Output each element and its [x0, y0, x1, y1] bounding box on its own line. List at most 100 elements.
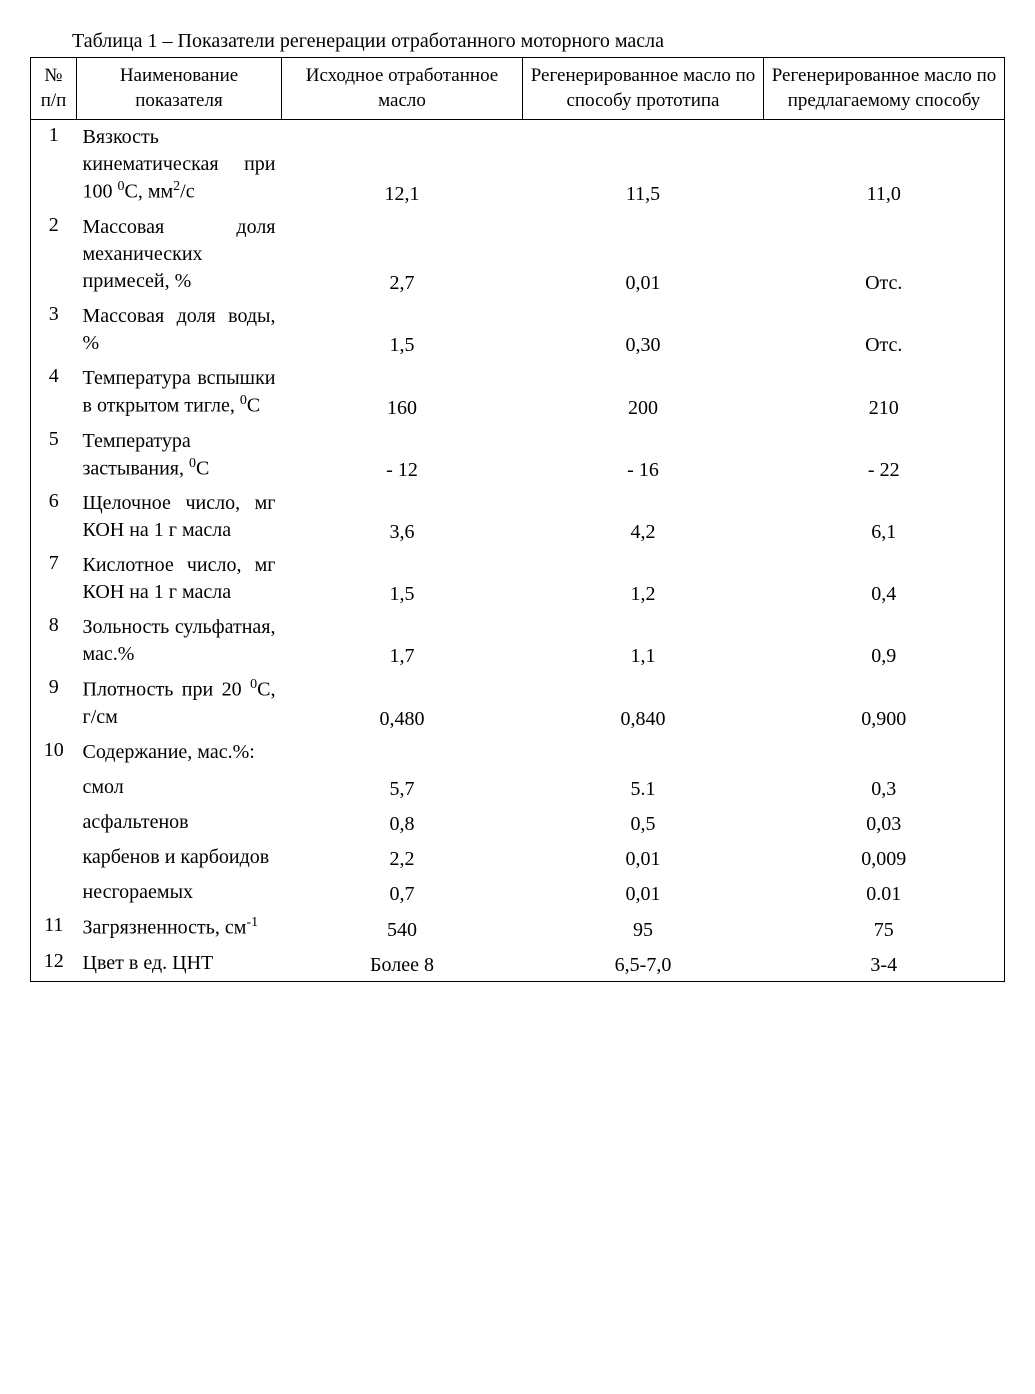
- cell-value: Отс.: [764, 210, 1005, 299]
- cell-value: 0,8: [282, 805, 523, 840]
- table-row: 8Зольность сульфатная, мас.%1,71,10,9: [31, 610, 1005, 672]
- cell-name: Щелочное число, мг КОН на 1 г масла: [77, 486, 282, 548]
- cell-value: 0,3: [764, 770, 1005, 805]
- cell-value: 2,7: [282, 210, 523, 299]
- cell-num: 4: [31, 361, 77, 424]
- cell-value: 11,0: [764, 120, 1005, 210]
- cell-value: 1,7: [282, 610, 523, 672]
- table-caption: Таблица 1 – Показатели регенерации отраб…: [30, 30, 1005, 53]
- cell-value: 0,5: [523, 805, 764, 840]
- cell-name: Содержание, мас.%:: [77, 735, 282, 770]
- cell-name: Зольность сульфатная, мас.%: [77, 610, 282, 672]
- cell-num: 12: [31, 946, 77, 982]
- cell-value: 11,5: [523, 120, 764, 210]
- cell-value: - 16: [523, 424, 764, 487]
- cell-value: 210: [764, 361, 1005, 424]
- cell-value: 160: [282, 361, 523, 424]
- cell-value: 12,1: [282, 120, 523, 210]
- cell-value: 0,900: [764, 672, 1005, 735]
- cell-value: 0,03: [764, 805, 1005, 840]
- cell-name: Массовая доля механических примесей, %: [77, 210, 282, 299]
- cell-num: 9: [31, 672, 77, 735]
- cell-name: Температура вспышки в открытом тигле, 0С: [77, 361, 282, 424]
- cell-num: 10: [31, 735, 77, 770]
- table-row: 6Щелочное число, мг КОН на 1 г масла3,64…: [31, 486, 1005, 548]
- cell-value: 3,6: [282, 486, 523, 548]
- cell-num: 11: [31, 910, 77, 946]
- cell-num: [31, 805, 77, 840]
- cell-value: 6,5-7,0: [523, 946, 764, 982]
- table-row: 4Температура вспышки в открытом тигле, 0…: [31, 361, 1005, 424]
- cell-value: 6,1: [764, 486, 1005, 548]
- cell-value: Более 8: [282, 946, 523, 982]
- cell-value: 3-4: [764, 946, 1005, 982]
- cell-name: смол: [77, 770, 282, 805]
- cell-value: 2,2: [282, 840, 523, 875]
- header-name: Наименование показателя: [77, 58, 282, 120]
- cell-value: 75: [764, 910, 1005, 946]
- cell-value: 0,30: [523, 299, 764, 361]
- cell-name: Массовая доля воды, %: [77, 299, 282, 361]
- cell-value: 0,01: [523, 210, 764, 299]
- table-row: 12Цвет в ед. ЦНТБолее 86,5-7,03-4: [31, 946, 1005, 982]
- regeneration-table: № п/п Наименование показателя Исходное о…: [30, 57, 1005, 982]
- cell-value: 0,480: [282, 672, 523, 735]
- table-row: 5Температура застывания, 0С- 12- 16- 22: [31, 424, 1005, 487]
- cell-name: Загрязненность, см-1: [77, 910, 282, 946]
- cell-num: 3: [31, 299, 77, 361]
- table-row: асфальтенов0,80,50,03: [31, 805, 1005, 840]
- table-row: 1Вязкость кинематическая при 100 0С, мм2…: [31, 120, 1005, 210]
- header-num: № п/п: [31, 58, 77, 120]
- cell-value: 200: [523, 361, 764, 424]
- cell-num: 6: [31, 486, 77, 548]
- cell-value: - 12: [282, 424, 523, 487]
- cell-num: 7: [31, 548, 77, 610]
- cell-value: 0,4: [764, 548, 1005, 610]
- cell-value: 0,009: [764, 840, 1005, 875]
- cell-value: 4,2: [523, 486, 764, 548]
- cell-name: несгораемых: [77, 875, 282, 910]
- table-row: 10Содержание, мас.%:: [31, 735, 1005, 770]
- table-row: карбенов и карбоидов2,20,010,009: [31, 840, 1005, 875]
- table-row: смол5,75.10,3: [31, 770, 1005, 805]
- cell-value: 1,2: [523, 548, 764, 610]
- cell-name: Кислотное число, мг КОН на 1 г масла: [77, 548, 282, 610]
- table-row: 2Массовая доля механических примесей, %2…: [31, 210, 1005, 299]
- cell-value: [523, 735, 764, 770]
- cell-value: 5,7: [282, 770, 523, 805]
- cell-value: 1,1: [523, 610, 764, 672]
- table-row: несгораемых0,70,010.01: [31, 875, 1005, 910]
- cell-value: 1,5: [282, 548, 523, 610]
- cell-value: 540: [282, 910, 523, 946]
- cell-value: 0,01: [523, 875, 764, 910]
- cell-value: 0,9: [764, 610, 1005, 672]
- cell-value: [282, 735, 523, 770]
- cell-num: [31, 875, 77, 910]
- cell-name: асфальтенов: [77, 805, 282, 840]
- cell-name: Температура застывания, 0С: [77, 424, 282, 487]
- table-row: 3Массовая доля воды, %1,50,30Отс.: [31, 299, 1005, 361]
- cell-value: 95: [523, 910, 764, 946]
- cell-value: 0,840: [523, 672, 764, 735]
- cell-num: [31, 840, 77, 875]
- cell-name: Цвет в ед. ЦНТ: [77, 946, 282, 982]
- cell-num: 1: [31, 120, 77, 210]
- cell-name: Вязкость кинематическая при 100 0С, мм2/…: [77, 120, 282, 210]
- cell-value: Отс.: [764, 299, 1005, 361]
- table-row: 11Загрязненность, см-15409575: [31, 910, 1005, 946]
- cell-value: 1,5: [282, 299, 523, 361]
- cell-value: [764, 735, 1005, 770]
- cell-value: 5.1: [523, 770, 764, 805]
- table-row: 7Кислотное число, мг КОН на 1 г масла1,5…: [31, 548, 1005, 610]
- cell-value: 0.01: [764, 875, 1005, 910]
- cell-num: 8: [31, 610, 77, 672]
- table-header-row: № п/п Наименование показателя Исходное о…: [31, 58, 1005, 120]
- cell-num: [31, 770, 77, 805]
- table-body: 1Вязкость кинематическая при 100 0С, мм2…: [31, 120, 1005, 981]
- cell-name: карбенов и карбоидов: [77, 840, 282, 875]
- header-col2: Регенерированное масло по способу протот…: [523, 58, 764, 120]
- cell-num: 5: [31, 424, 77, 487]
- header-col1: Исходное отработанное масло: [282, 58, 523, 120]
- table-row: 9Плотность при 20 0С, г/см0,4800,8400,90…: [31, 672, 1005, 735]
- cell-value: 0,01: [523, 840, 764, 875]
